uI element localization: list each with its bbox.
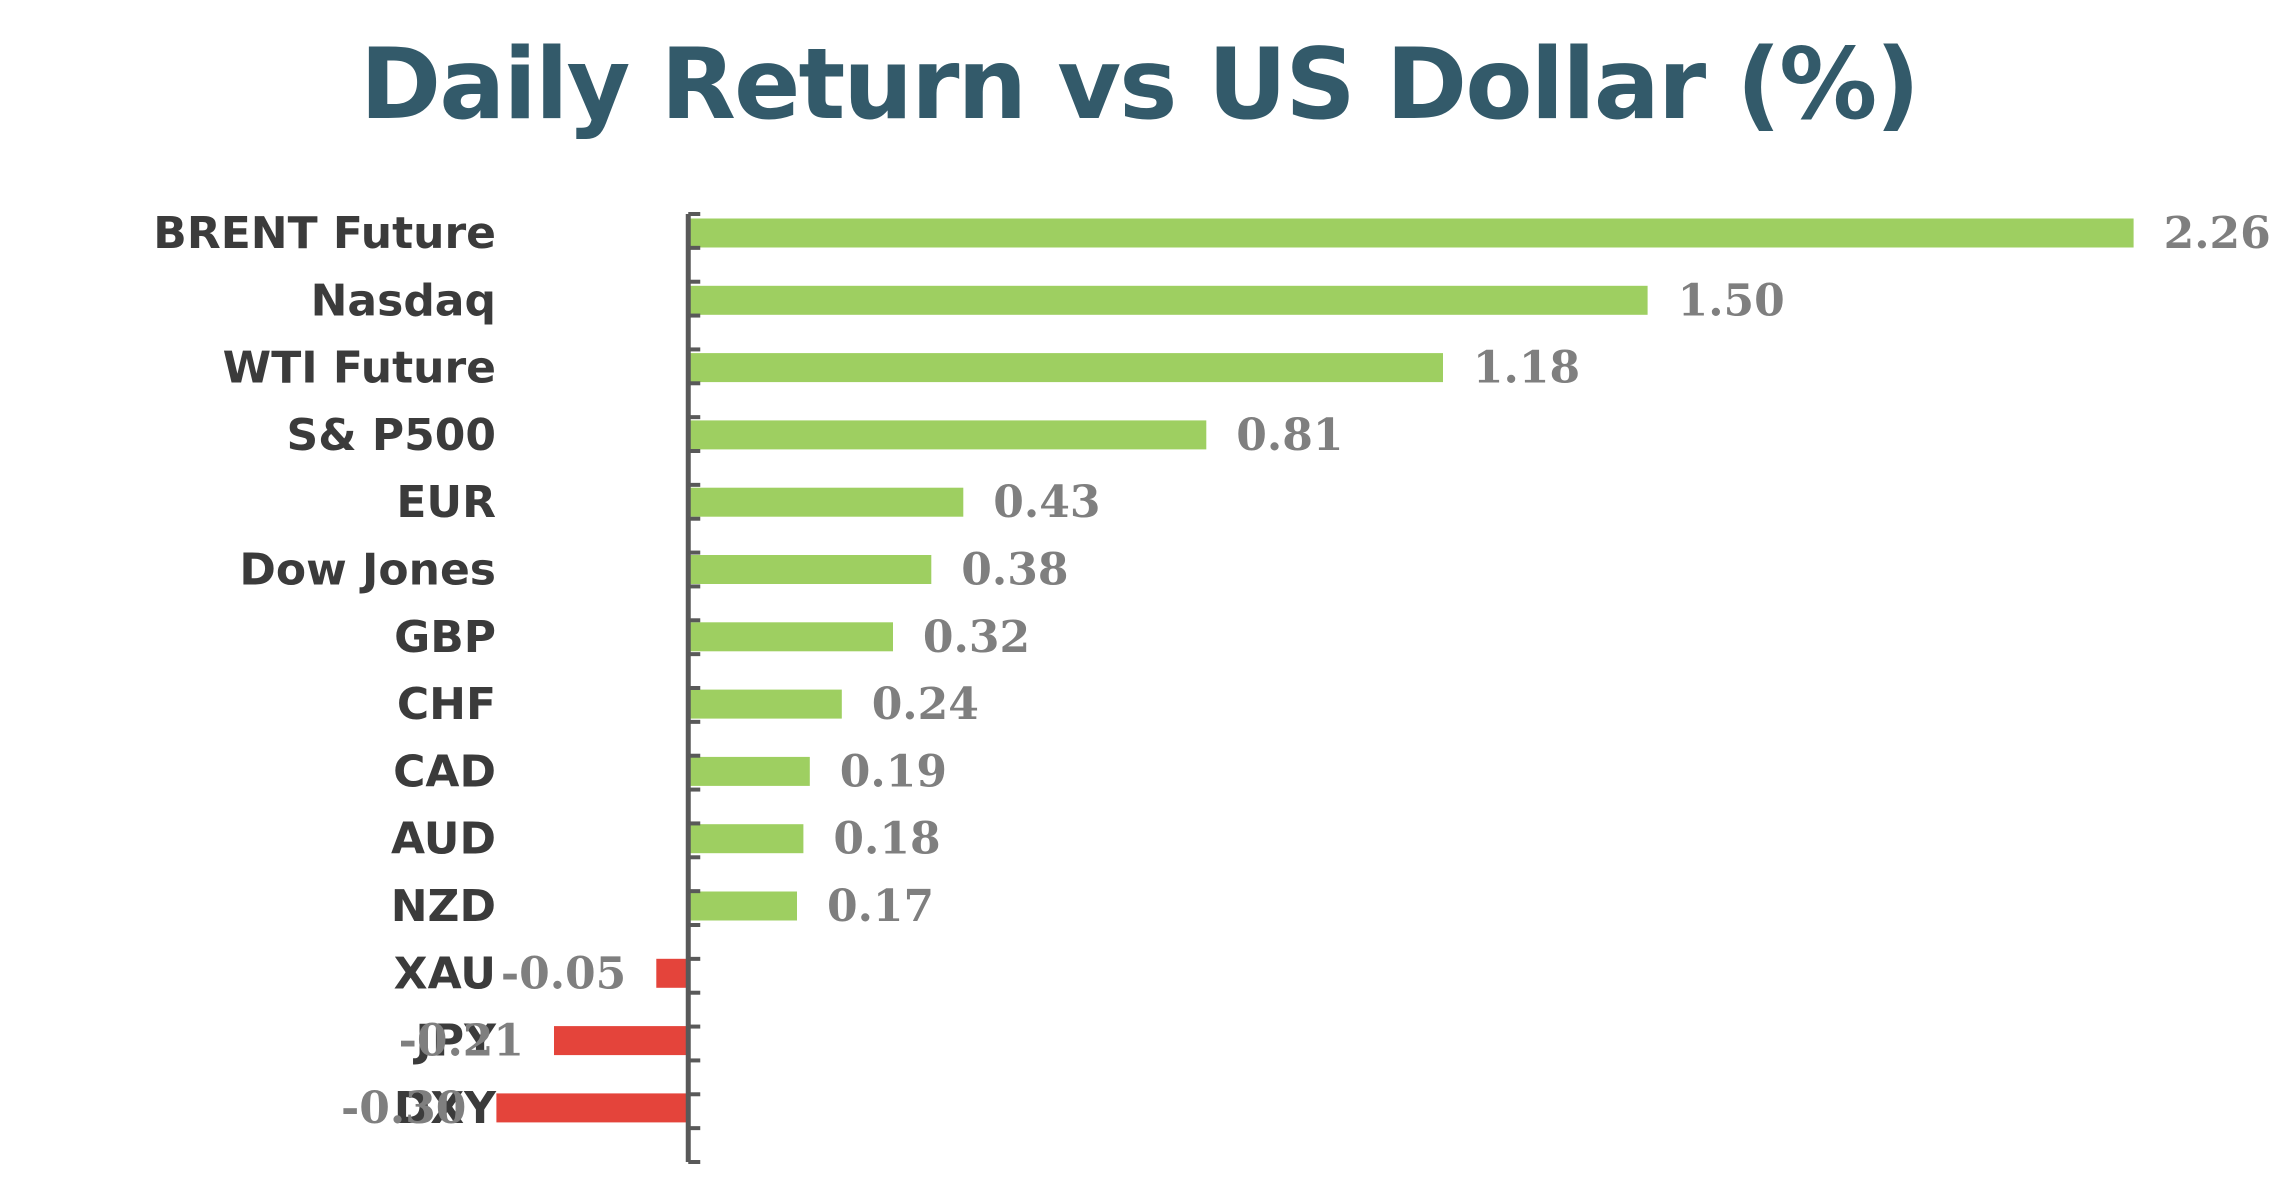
bar	[688, 285, 1648, 315]
bar	[554, 1026, 689, 1056]
category-label: EUR	[396, 477, 496, 528]
category-label: CHF	[397, 679, 496, 730]
data-label: 0.43	[993, 477, 1100, 528]
category-label: XAU	[394, 948, 496, 999]
data-label: 0.38	[961, 545, 1068, 596]
bar	[688, 353, 1443, 383]
bar	[656, 958, 689, 988]
data-label: -0.30	[341, 1083, 466, 1134]
chart-title: Daily Return vs US Dollar (%)	[359, 28, 1920, 142]
bar	[688, 622, 893, 652]
category-label: Nasdaq	[311, 275, 496, 326]
category-label: NZD	[391, 881, 496, 932]
category-label: AUD	[391, 814, 496, 865]
data-label: 1.18	[1473, 343, 1580, 394]
category-label: JPY	[413, 1016, 498, 1067]
data-label: 2.26	[2164, 208, 2271, 259]
category-label: S& P500	[287, 410, 496, 461]
bar	[688, 555, 932, 584]
data-label: 0.24	[872, 679, 979, 730]
data-label: 0.32	[923, 612, 1030, 663]
category-label: Dow Jones	[239, 545, 496, 596]
data-label: -0.05	[501, 948, 626, 999]
category-label: GBP	[394, 612, 496, 663]
category-label: DXY	[394, 1083, 497, 1134]
data-label: 0.17	[827, 881, 934, 932]
data-label: -0.21	[399, 1016, 524, 1067]
data-label: 0.19	[840, 746, 947, 797]
category-label: WTI Future	[223, 343, 496, 394]
category-label: CAD	[393, 746, 496, 797]
bar	[688, 824, 804, 854]
bar	[688, 756, 810, 786]
bar	[688, 891, 797, 921]
bar	[496, 1093, 689, 1123]
data-label: 1.50	[1678, 275, 1785, 326]
y-axis	[685, 212, 701, 1164]
category-label: BRENT Future	[153, 208, 496, 259]
data-label: 0.18	[833, 814, 940, 865]
bar	[688, 218, 2134, 248]
bar	[688, 420, 1207, 450]
data-label: 0.81	[1236, 410, 1343, 461]
bar	[688, 487, 964, 517]
bar	[688, 689, 842, 719]
